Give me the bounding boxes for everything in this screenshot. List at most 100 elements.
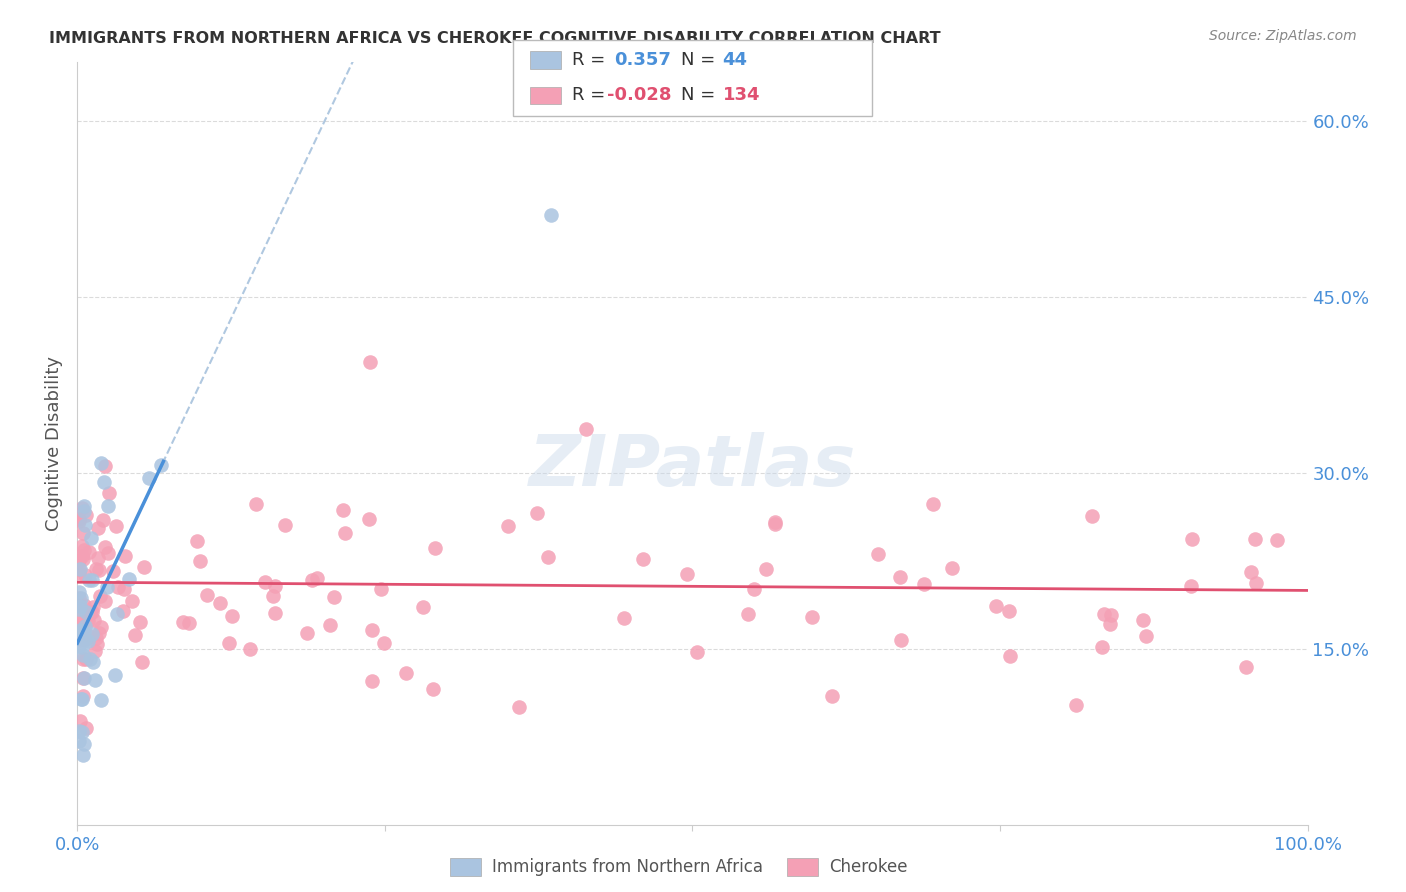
Text: 0.357: 0.357 <box>614 51 671 69</box>
Point <box>114 549 136 564</box>
Point <box>1066 698 1088 712</box>
Point <box>80 531 103 545</box>
Point <box>69 562 91 576</box>
Point <box>1099 608 1122 623</box>
Point <box>67 553 90 567</box>
Point <box>93 475 115 490</box>
Point <box>121 594 143 608</box>
Point <box>67 621 90 635</box>
Point <box>69 624 91 638</box>
Point <box>105 607 128 621</box>
Point <box>70 501 93 516</box>
Point <box>264 579 287 593</box>
Point <box>70 692 93 706</box>
Point <box>86 638 108 652</box>
Point <box>73 632 96 646</box>
Point <box>394 665 416 680</box>
Point <box>540 208 562 222</box>
Point <box>73 518 96 533</box>
Point <box>319 618 342 632</box>
Text: N =: N = <box>681 87 720 104</box>
Point <box>72 540 94 554</box>
Point <box>997 604 1019 618</box>
Point <box>112 582 135 596</box>
Point <box>1132 613 1154 627</box>
Point <box>922 497 945 511</box>
Point <box>1244 576 1267 591</box>
Point <box>295 626 318 640</box>
Point <box>69 625 91 640</box>
Point <box>218 636 240 650</box>
Point <box>172 615 194 630</box>
Point <box>97 546 120 560</box>
Point <box>75 508 97 522</box>
Point <box>84 631 107 645</box>
Point <box>72 689 94 703</box>
Point <box>72 648 94 662</box>
Point <box>84 673 107 687</box>
Point <box>87 626 110 640</box>
Point <box>866 548 889 562</box>
Point <box>422 681 444 696</box>
Point <box>686 645 709 659</box>
Point <box>274 517 297 532</box>
Point <box>370 582 392 596</box>
Point <box>132 560 155 574</box>
Point <box>537 549 560 564</box>
Point <box>763 515 786 529</box>
Point <box>89 563 111 577</box>
Point <box>138 471 160 485</box>
Point <box>253 574 276 589</box>
Text: Cherokee: Cherokee <box>830 858 908 876</box>
Point <box>575 422 598 436</box>
Point <box>90 693 112 707</box>
Point <box>912 577 935 591</box>
Point <box>69 714 91 728</box>
Point <box>70 692 93 706</box>
Point <box>82 600 104 615</box>
Point <box>83 644 105 658</box>
Point <box>67 566 90 581</box>
Point <box>221 608 243 623</box>
Point <box>72 615 94 629</box>
Point <box>941 561 963 575</box>
Point <box>73 504 96 518</box>
Point <box>79 606 101 620</box>
Point <box>986 599 1008 613</box>
Point <box>613 610 636 624</box>
Point <box>239 642 262 657</box>
Text: Immigrants from Northern Africa: Immigrants from Northern Africa <box>492 858 763 876</box>
Y-axis label: Cognitive Disability: Cognitive Disability <box>45 356 63 532</box>
Text: 44: 44 <box>723 51 748 69</box>
Point <box>263 606 285 620</box>
Text: 134: 134 <box>723 87 761 104</box>
Point <box>73 500 96 514</box>
Point <box>77 614 100 628</box>
Point <box>72 549 94 563</box>
Point <box>889 570 911 584</box>
Point <box>94 594 117 608</box>
Point <box>118 572 141 586</box>
Point <box>676 566 699 581</box>
Point <box>75 605 97 619</box>
Point <box>208 596 231 610</box>
Point <box>67 512 90 526</box>
Point <box>1180 579 1202 593</box>
Point <box>70 725 93 739</box>
Point <box>188 554 211 568</box>
Point <box>75 652 97 666</box>
Point <box>359 354 381 368</box>
Text: -0.028: -0.028 <box>607 87 672 104</box>
Point <box>67 514 90 528</box>
Point <box>262 589 284 603</box>
Point <box>998 648 1021 663</box>
Point <box>1240 565 1263 579</box>
Point <box>67 598 90 612</box>
Text: ZIPatlas: ZIPatlas <box>529 432 856 501</box>
Point <box>67 591 90 605</box>
Text: R =: R = <box>572 51 612 69</box>
Point <box>79 651 101 665</box>
Point <box>301 574 323 588</box>
Point <box>75 568 97 582</box>
Point <box>72 747 94 762</box>
